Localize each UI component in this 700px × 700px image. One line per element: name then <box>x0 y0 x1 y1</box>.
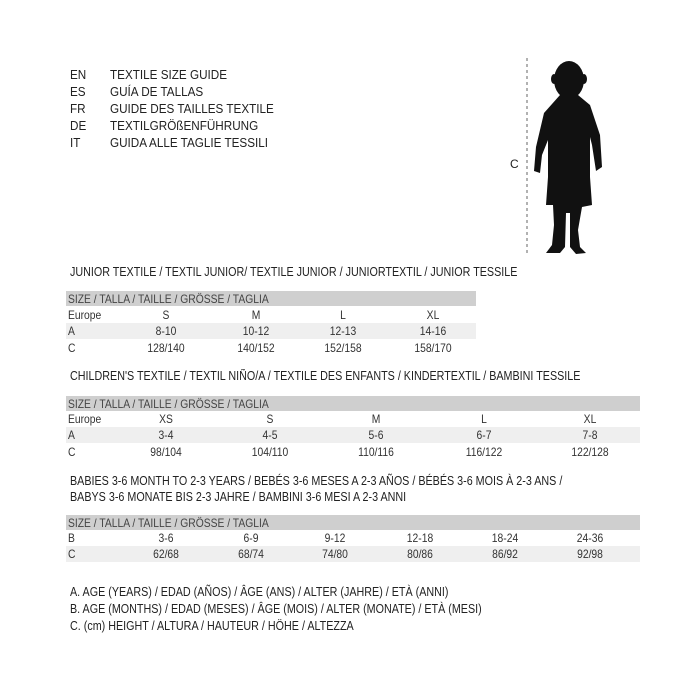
babies-table-title-line1: BABIES 3-6 MONTH TO 2-3 YEARS / BEBÉS 3-… <box>70 474 563 488</box>
lang-code: EN <box>70 67 87 82</box>
legend-b: B. AGE (MONTHS) / EDAD (MESES) / ÂGE (MO… <box>70 602 482 616</box>
lang-title: GUIDA ALLE TAGLIE TESSILI <box>110 135 269 150</box>
cell: 3-6 <box>158 531 174 545</box>
cell: 5-6 <box>368 428 384 442</box>
cell: 62/68 <box>153 547 179 561</box>
row-label: Europe <box>68 412 102 426</box>
header-label: SIZE / TALLA / TAILLE / GRÖSSE / TAGLIA <box>68 516 269 530</box>
table-row: B 3-6 6-9 9-12 12-18 18-24 24-36 <box>66 530 640 546</box>
cell: 6-9 <box>243 531 259 545</box>
children-table-title: CHILDREN'S TEXTILE / TEXTIL NIÑO/A / TEX… <box>70 369 581 383</box>
table-row: Europe XS S M L XL <box>66 411 640 427</box>
cell: XL <box>583 412 597 426</box>
cell: 8-10 <box>155 324 177 338</box>
cell: 140/152 <box>237 341 275 355</box>
row-label: C <box>68 341 76 355</box>
lang-title: TEXTILGRÖßENFÜHRUNG <box>110 118 259 133</box>
lang-title: GUIDE DES TAILLES TEXTILE <box>110 101 274 116</box>
row-label: C <box>68 445 76 459</box>
header-label: SIZE / TALLA / TAILLE / GRÖSSE / TAGLIA <box>68 397 269 411</box>
cell: 3-4 <box>158 428 174 442</box>
cell: S <box>266 412 274 426</box>
table-row: Europe S M L XL <box>66 307 476 323</box>
junior-table-header: SIZE / TALLA / TAILLE / GRÖSSE / TAGLIA <box>66 291 476 306</box>
table-row: C 62/68 68/74 74/80 80/86 86/92 92/98 <box>66 546 640 562</box>
lang-code: IT <box>70 135 81 150</box>
cell: 14-16 <box>419 324 447 338</box>
cell: 18-24 <box>491 531 519 545</box>
cell: 74/80 <box>322 547 348 561</box>
cell: 7-8 <box>582 428 598 442</box>
cell: 6-7 <box>476 428 492 442</box>
cell: M <box>251 308 261 322</box>
lang-code: DE <box>70 118 87 133</box>
cell: 122/128 <box>571 445 609 459</box>
cell: 9-12 <box>324 531 346 545</box>
cell: XL <box>426 308 440 322</box>
cell: 10-12 <box>242 324 270 338</box>
legend-c: C. (cm) HEIGHT / ALTURA / HAUTEUR / HÖHE… <box>70 619 354 633</box>
cell: S <box>162 308 170 322</box>
cell: 12-13 <box>329 324 357 338</box>
cell: 12-18 <box>406 531 434 545</box>
cell: 68/74 <box>238 547 264 561</box>
cell: 152/158 <box>324 341 362 355</box>
cell: 86/92 <box>492 547 518 561</box>
table-row: C 98/104 104/110 110/116 116/122 122/128 <box>66 444 640 460</box>
cell: M <box>371 412 381 426</box>
junior-table-title: JUNIOR TEXTILE / TEXTIL JUNIOR/ TEXTILE … <box>70 265 518 279</box>
cell: 80/86 <box>407 547 433 561</box>
cell: 128/140 <box>147 341 185 355</box>
cell: XS <box>159 412 173 426</box>
header-label: SIZE / TALLA / TAILLE / GRÖSSE / TAGLIA <box>68 292 269 306</box>
cell: 158/170 <box>414 341 452 355</box>
cell: 92/98 <box>577 547 603 561</box>
row-label: Europe <box>68 308 102 322</box>
lang-code: FR <box>70 101 86 116</box>
child-silhouette-icon <box>526 58 602 255</box>
cell: 110/116 <box>358 445 394 459</box>
row-label: A <box>68 428 75 442</box>
table-row: A 3-4 4-5 5-6 6-7 7-8 <box>66 427 640 443</box>
height-measure-label: C <box>510 157 519 171</box>
children-table-header: SIZE / TALLA / TAILLE / GRÖSSE / TAGLIA <box>66 396 640 411</box>
cell: 104/110 <box>251 445 289 459</box>
cell: 116/122 <box>465 445 503 459</box>
babies-table-title-line2: BABYS 3-6 MONATE BIS 2-3 JAHRE / BAMBINI… <box>70 490 407 504</box>
cell: 24-36 <box>576 531 604 545</box>
table-row: C 128/140 140/152 152/158 158/170 <box>66 340 476 356</box>
cell: 4-5 <box>262 428 278 442</box>
cell: L <box>340 308 346 322</box>
legend-a: A. AGE (YEARS) / EDAD (AÑOS) / ÂGE (ANS)… <box>70 585 449 599</box>
babies-table-header: SIZE / TALLA / TAILLE / GRÖSSE / TAGLIA <box>66 515 640 530</box>
row-label: C <box>68 547 76 561</box>
lang-code: ES <box>70 84 86 99</box>
row-label: B <box>68 531 75 545</box>
lang-title: GUÍA DE TALLAS <box>110 84 204 99</box>
cell: L <box>481 412 487 426</box>
cell: 98/104 <box>150 445 182 459</box>
table-row: A 8-10 10-12 12-13 14-16 <box>66 323 476 339</box>
lang-title: TEXTILE SIZE GUIDE <box>110 67 228 82</box>
row-label: A <box>68 324 75 338</box>
